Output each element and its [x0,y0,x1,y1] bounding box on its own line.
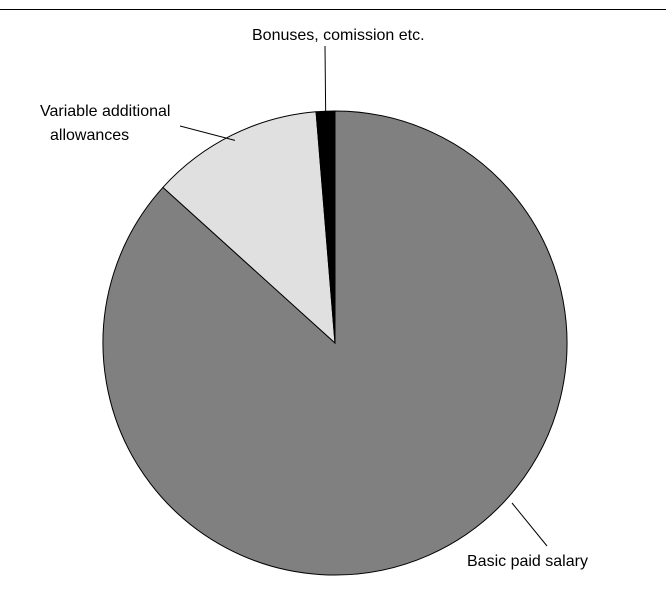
top-rule [0,9,666,10]
leader-line-bonuses [324,45,327,116]
label-variable-line-2: allowances [50,127,129,144]
leader-line-basic [511,502,548,547]
leader-lines [179,45,548,547]
pie-slice-variable [162,111,336,345]
label-bonuses: Bonuses, comission etc. [252,27,425,44]
pie-slices [102,110,568,576]
label-basic: Basic paid salary [467,553,588,570]
label-variable-line-1: Variable additional [40,103,170,120]
leader-line-variable [179,125,236,141]
